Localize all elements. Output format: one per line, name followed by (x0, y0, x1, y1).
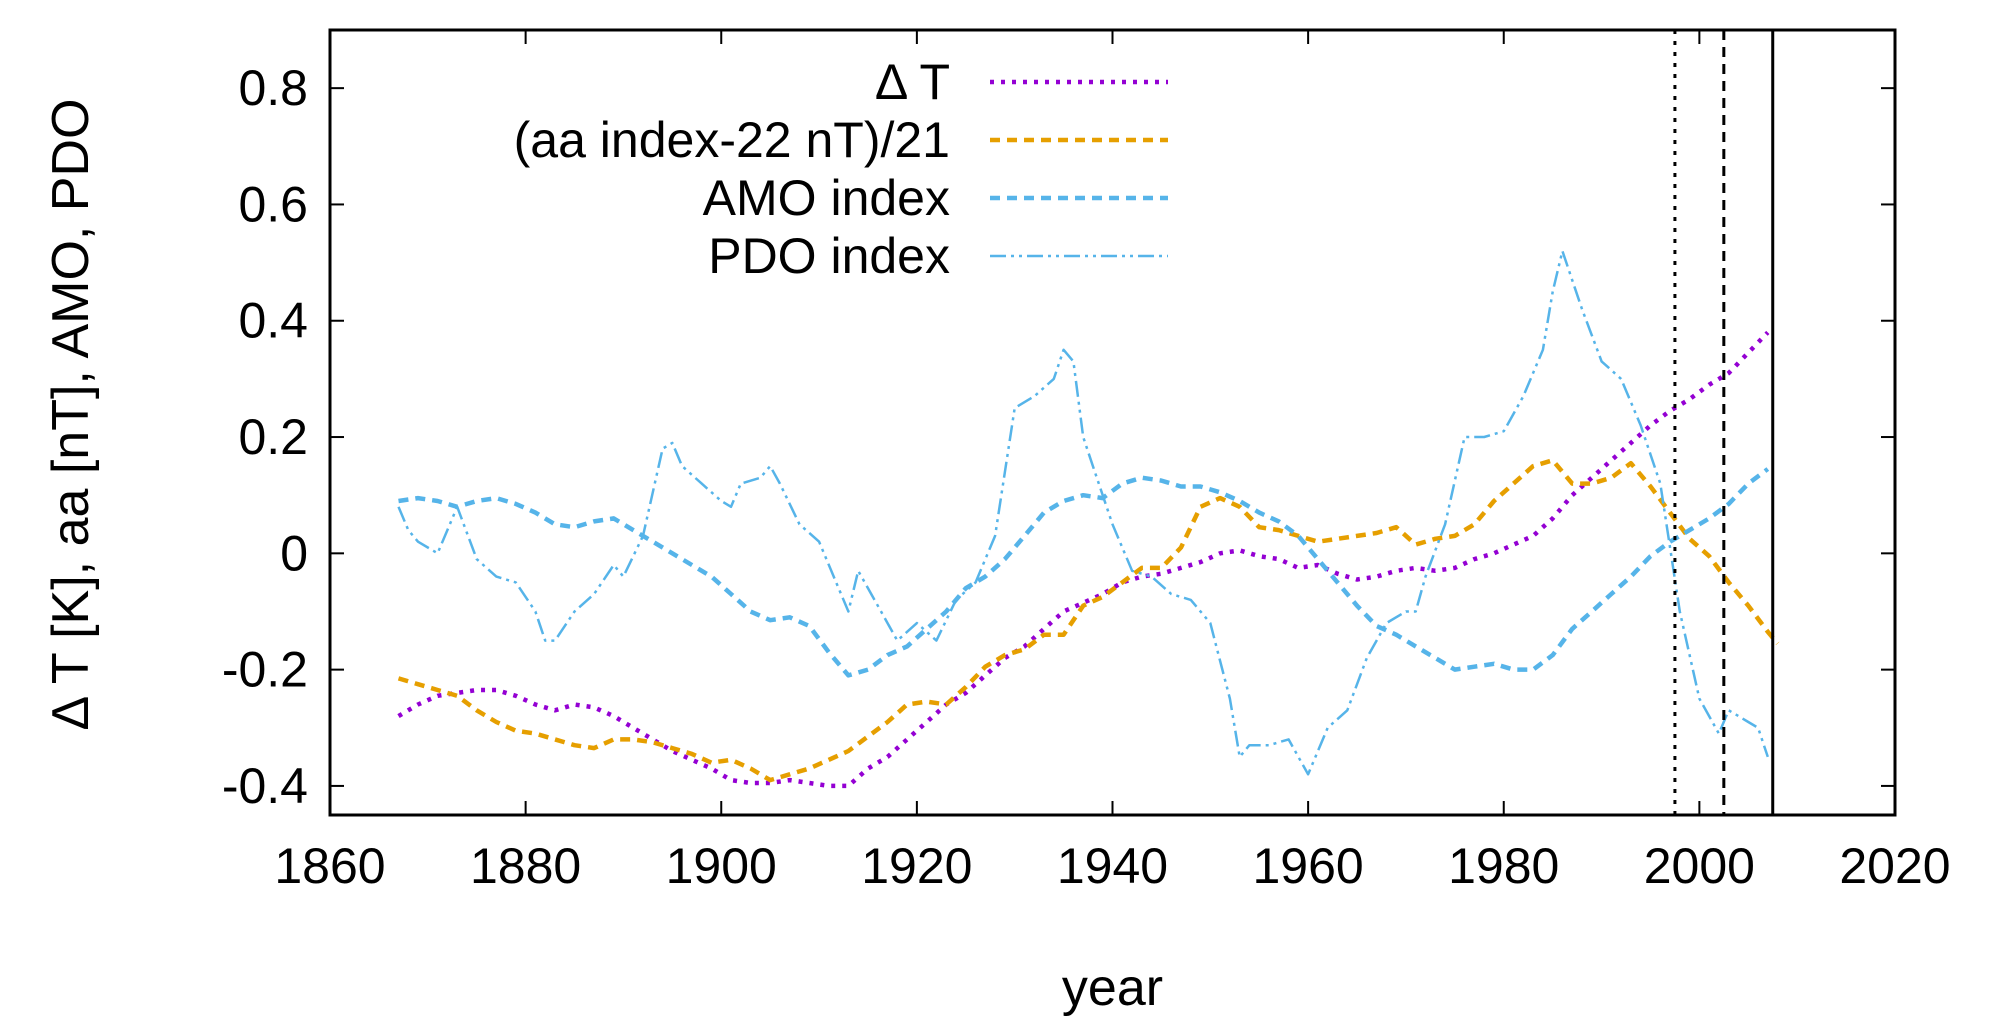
x-tick-label: 2000 (1644, 838, 1755, 894)
reference-lines (1673, 30, 1775, 815)
x-tick-label: 1960 (1253, 838, 1364, 894)
x-tick-label: 2020 (1839, 838, 1950, 894)
x-tick-label: 1980 (1448, 838, 1559, 894)
x-tick-label: 1920 (861, 838, 972, 894)
series-line-2 (398, 467, 1770, 678)
y-tick-label: 0.6 (238, 176, 308, 232)
series-line-0 (397, 330, 1770, 789)
y-tick-label: -0.4 (222, 758, 308, 814)
y-tick-label: 0.2 (238, 409, 308, 465)
legend-label: PDO index (708, 228, 950, 284)
y-tick-label: -0.2 (222, 642, 308, 698)
legend-label: (aa index-22 nT)/21 (514, 112, 950, 168)
axis-ticks (329, 30, 1896, 815)
series-line-3 (397, 249, 1769, 776)
y-tick-label: 0.4 (238, 293, 308, 349)
series-line-1 (397, 458, 1780, 783)
y-tick-label: 0.8 (238, 60, 308, 116)
y-axis-title: Δ T [K], aa [nT], AMO, PDO (42, 99, 100, 731)
tick-labels: 1860 1880 1900 1920 1940 1960 1980 2000 2020 -0.4… (222, 60, 1951, 894)
x-tick-label: 1880 (470, 838, 581, 894)
data-layer (397, 249, 1780, 789)
x-tick-label: 1860 (274, 838, 385, 894)
legend-label: AMO index (703, 170, 950, 226)
x-tick-label: 1940 (1057, 838, 1168, 894)
y-tick-label: 0 (280, 525, 308, 581)
x-tick-label: 1900 (666, 838, 777, 894)
x-axis-title: year (1062, 959, 1163, 1017)
legend-label: Δ T (875, 54, 950, 110)
